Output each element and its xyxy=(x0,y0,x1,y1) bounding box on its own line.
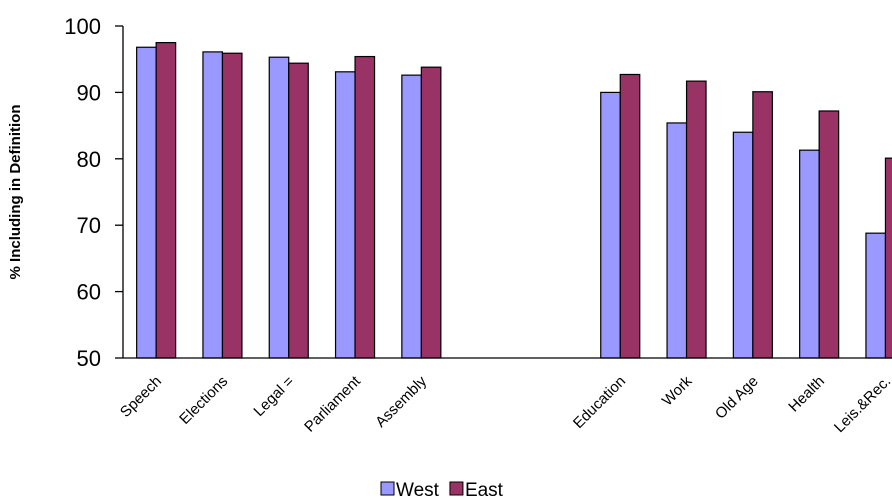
bar-west xyxy=(799,149,820,359)
y-tick-label: 70 xyxy=(77,213,101,238)
axes xyxy=(115,25,892,359)
x-tick-label: Parliament xyxy=(301,372,364,435)
bar-east xyxy=(619,73,641,359)
legend-label-east: East xyxy=(465,480,504,501)
bar-west xyxy=(268,56,290,359)
bar-east xyxy=(221,52,243,359)
bar-west xyxy=(334,71,356,359)
y-tick-label: 80 xyxy=(77,147,101,172)
y-tick-label: 50 xyxy=(77,346,101,371)
bar-east xyxy=(752,91,773,359)
bar-west xyxy=(600,91,621,359)
legend-label-west: West xyxy=(396,480,440,501)
y-axis-tick-labels: 50 60 70 80 90 100 xyxy=(64,14,101,371)
x-tick-label: Assembly xyxy=(372,372,430,430)
bar-west xyxy=(136,46,157,359)
y-axis-label: % Including in Definition xyxy=(7,105,24,280)
bar-east xyxy=(354,55,376,359)
x-tick-label: Legal = xyxy=(250,373,297,420)
bar-west xyxy=(666,122,688,359)
y-tick-label: 60 xyxy=(77,280,101,305)
x-tick-label: Education xyxy=(570,373,629,432)
legend-swatch-east xyxy=(449,481,464,496)
x-tick-label: Old Age xyxy=(712,373,762,423)
bar-west xyxy=(732,131,754,359)
legend-swatch-west xyxy=(380,481,395,496)
bar-west xyxy=(865,232,887,359)
bar-east xyxy=(884,157,892,359)
y-tick-label: 100 xyxy=(64,14,101,39)
x-tick-label: Health xyxy=(785,373,828,416)
y-tick-label: 90 xyxy=(77,80,101,105)
bar-east xyxy=(685,80,707,359)
bar-east xyxy=(288,62,309,359)
x-tick-label: Elections xyxy=(176,373,231,428)
x-axis-tick-labels: Speech Elections Legal = Parliament Assembly… xyxy=(117,372,892,436)
x-tick-label: Speech xyxy=(117,373,165,421)
bars xyxy=(136,41,892,359)
x-tick-label: Leis.&Rec. xyxy=(831,373,892,436)
bar-east xyxy=(818,110,840,359)
bar-east xyxy=(420,66,442,359)
bar-west xyxy=(202,51,224,359)
legend: West East xyxy=(380,480,504,501)
bar-west xyxy=(401,74,422,359)
x-tick-label: Work xyxy=(659,372,696,409)
bar-east xyxy=(155,41,177,359)
